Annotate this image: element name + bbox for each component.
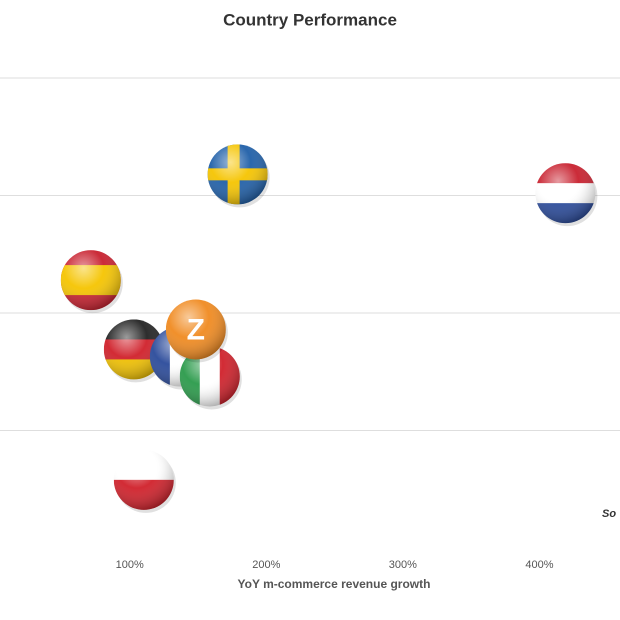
point: Z xyxy=(165,299,228,363)
x-tick-label: 100% xyxy=(116,559,144,571)
gloss xyxy=(207,144,268,205)
chart-title: Country Performance xyxy=(223,10,397,29)
gloss xyxy=(60,250,121,311)
source-note: So xyxy=(602,508,616,520)
x-tick-label: 400% xyxy=(525,559,553,571)
x-tick-label: 300% xyxy=(389,559,417,571)
gloss xyxy=(179,346,240,407)
point xyxy=(207,144,270,208)
x-axis-label: YoY m-commerce revenue growth xyxy=(238,577,431,591)
gloss xyxy=(113,449,174,510)
x-tick-label: 200% xyxy=(252,559,280,571)
point xyxy=(179,346,242,410)
gloss xyxy=(535,163,596,224)
point xyxy=(60,250,123,314)
point-label: Z xyxy=(187,313,205,346)
point xyxy=(103,319,166,383)
gloss xyxy=(103,319,164,380)
point xyxy=(113,449,176,513)
point xyxy=(535,163,598,227)
gloss xyxy=(165,299,226,360)
